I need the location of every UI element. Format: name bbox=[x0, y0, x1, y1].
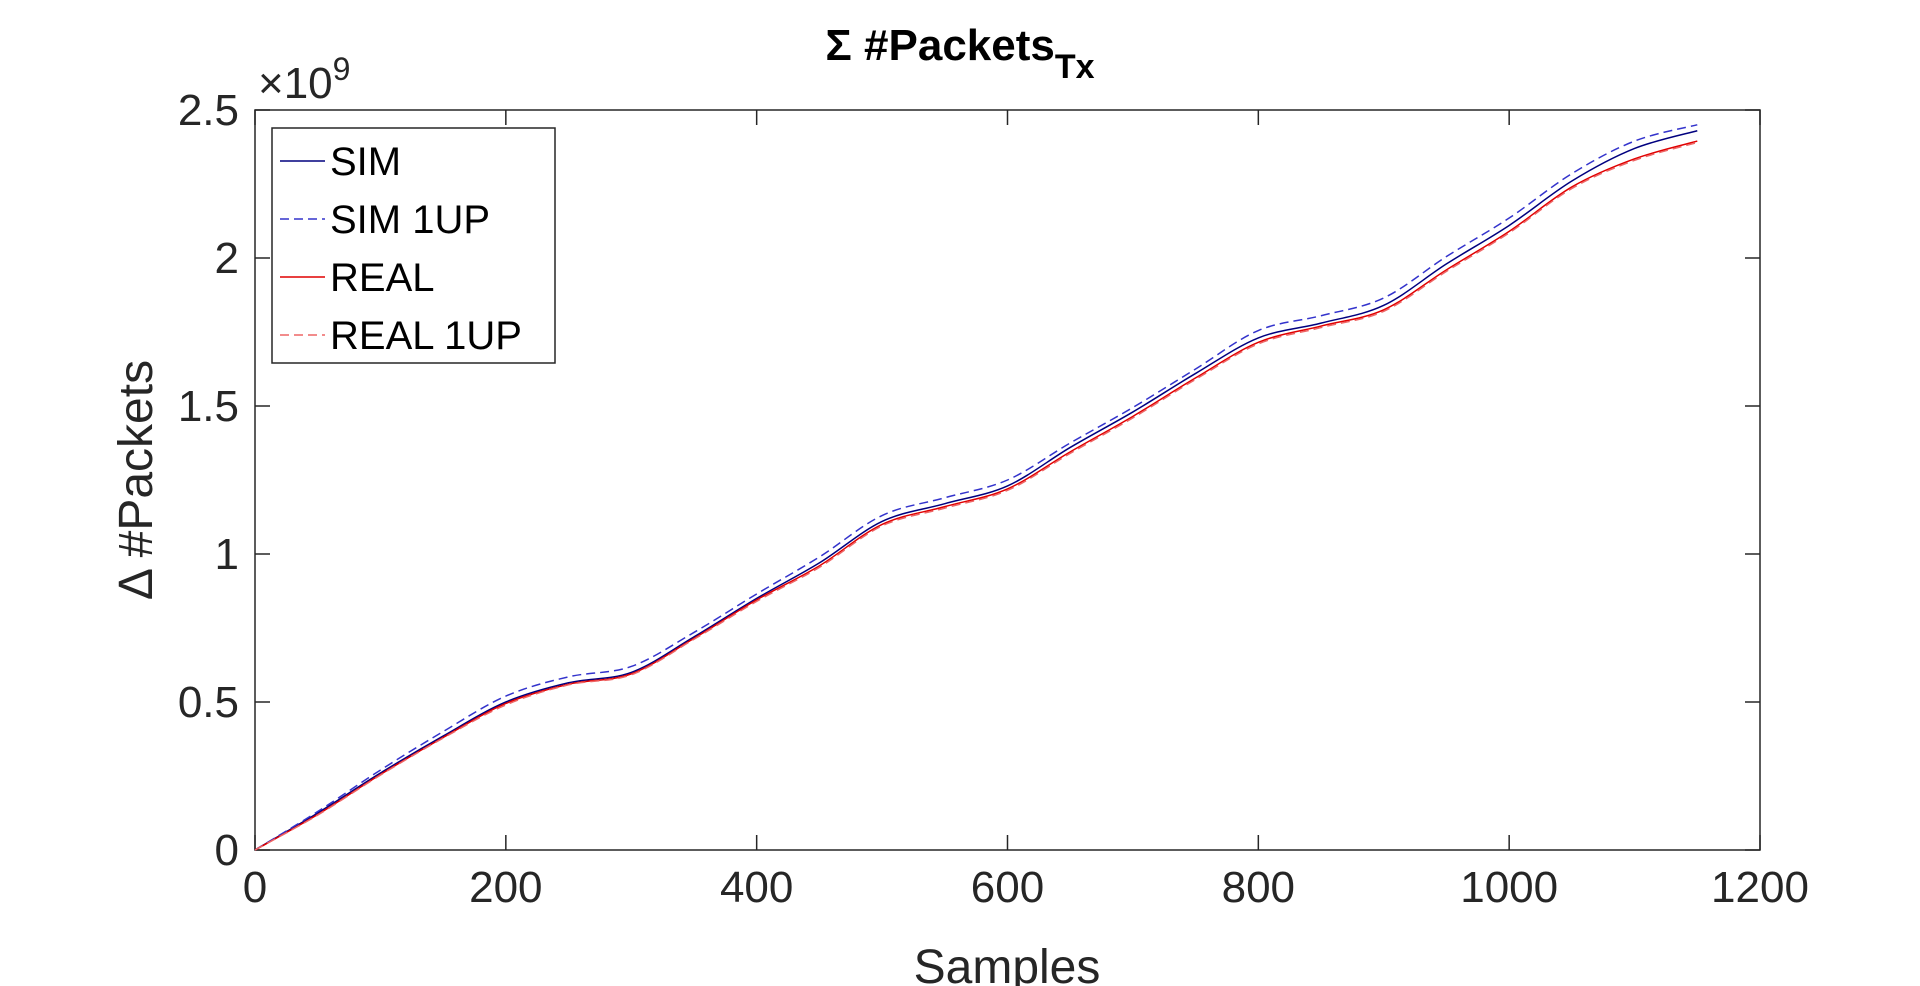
y-tick-label-5: 2.5 bbox=[178, 86, 239, 135]
legend-label-3: REAL 1UP bbox=[330, 314, 522, 358]
y-exponent-power: 9 bbox=[333, 51, 351, 87]
x-tick-label-2: 400 bbox=[720, 863, 793, 912]
legend-label-2: REAL bbox=[330, 256, 435, 300]
x-tick-label-3: 600 bbox=[971, 863, 1044, 912]
series-line-3 bbox=[254, 141, 1698, 851]
y-tick-label-1: 0.5 bbox=[178, 678, 239, 727]
chart-title: Σ #PacketsTx bbox=[825, 21, 1094, 86]
series-line-2 bbox=[254, 140, 1698, 851]
y-tick-label-0: 0 bbox=[215, 826, 239, 875]
series-line-0 bbox=[254, 129, 1698, 851]
legend-label-0: SIM bbox=[330, 140, 401, 184]
x-tick-label-6: 1200 bbox=[1711, 863, 1809, 912]
chart-title-main: Σ #Packets bbox=[825, 21, 1054, 70]
series-line-1 bbox=[254, 124, 1698, 851]
legend: SIM SIM 1UP REAL REAL 1UP bbox=[271, 127, 556, 364]
x-tick-label-4: 800 bbox=[1222, 863, 1295, 912]
y-exponent-base: ×10 bbox=[258, 59, 333, 108]
legend-items: SIM SIM 1UP REAL REAL 1UP bbox=[280, 140, 522, 358]
ticks-group: 0 200 400 600 800 1000 1200 0 0.5 1 1.5 2 2.5 bbox=[178, 86, 1809, 912]
x-tick-label-5: 1000 bbox=[1460, 863, 1558, 912]
legend-box bbox=[271, 127, 556, 364]
y-exponent: ×109 bbox=[258, 51, 350, 108]
x-tick-label-0: 0 bbox=[243, 863, 267, 912]
x-axis-label: Samples bbox=[914, 941, 1101, 986]
series-group bbox=[254, 124, 1698, 851]
y-tick-label-2: 1 bbox=[215, 530, 239, 579]
y-tick-label-3: 1.5 bbox=[178, 382, 239, 431]
chart-title-subscript: Tx bbox=[1055, 48, 1095, 86]
legend-label-1: SIM 1UP bbox=[330, 198, 490, 242]
y-tick-label-4: 2 bbox=[215, 234, 239, 283]
x-tick-label-1: 200 bbox=[469, 863, 542, 912]
y-axis-label: Δ #Packets bbox=[110, 360, 163, 600]
